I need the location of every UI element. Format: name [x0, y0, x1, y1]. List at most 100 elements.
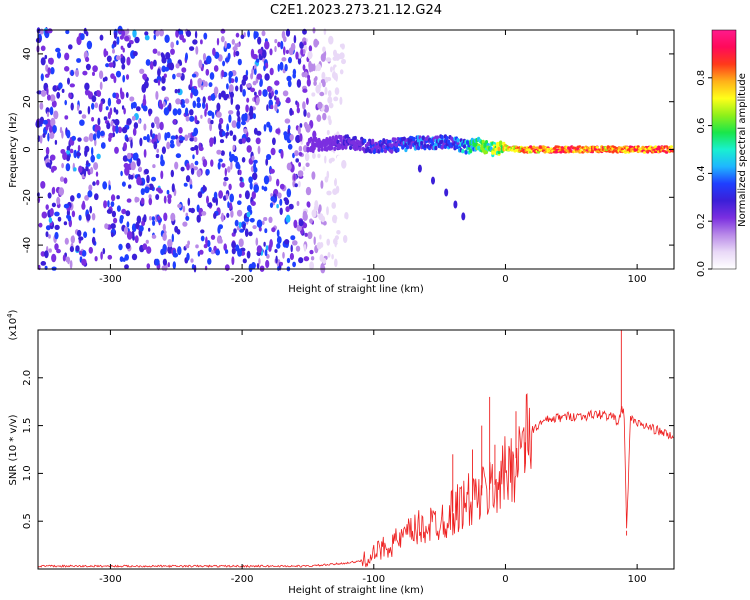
noise-mark	[144, 35, 150, 41]
noise-mark	[308, 45, 313, 52]
noise-mark	[225, 193, 229, 200]
noise-mark	[330, 66, 333, 73]
noise-mark	[64, 99, 67, 106]
noise-mark	[131, 115, 136, 121]
noise-mark	[123, 226, 129, 235]
noise-mark	[237, 58, 242, 66]
noise-mark	[268, 216, 273, 223]
noise-mark	[163, 195, 167, 204]
noise-mark	[246, 250, 251, 259]
noise-mark	[226, 212, 230, 218]
noise-mark	[172, 249, 176, 255]
noise-mark	[264, 249, 268, 257]
spectrogram-x-ticks: -300 -200 -100 0 100	[99, 30, 647, 285]
noise-mark	[59, 126, 63, 134]
noise-mark	[270, 147, 276, 156]
noise-mark	[68, 93, 72, 99]
noise-mark	[61, 162, 64, 169]
noise-mark	[191, 73, 197, 78]
noise-mark	[187, 197, 191, 206]
noise-mark	[237, 200, 242, 205]
noise-mark	[142, 243, 148, 251]
x-tick-label: 0	[502, 274, 508, 285]
noise-mark	[203, 244, 208, 249]
noise-mark	[145, 239, 149, 244]
noise-mark	[305, 186, 312, 196]
noise-mark	[321, 71, 326, 81]
noise-mark	[79, 119, 85, 126]
noise-mark	[144, 31, 149, 36]
noise-mark	[275, 255, 278, 264]
noise-mark	[179, 136, 185, 141]
noise-mark	[259, 78, 263, 87]
noise-mark	[309, 218, 313, 224]
noise-mark	[134, 235, 139, 244]
noise-mark	[277, 192, 282, 199]
noise-mark	[152, 48, 158, 54]
noise-mark	[63, 203, 70, 209]
noise-mark	[283, 46, 286, 56]
noise-mark	[304, 232, 308, 237]
noise-mark	[67, 77, 70, 85]
noise-mark	[257, 145, 261, 155]
noise-mark	[255, 137, 261, 145]
noise-mark	[128, 184, 132, 189]
noise-mark	[40, 57, 46, 66]
noise-mark	[83, 136, 89, 143]
carrier-mark	[317, 147, 321, 152]
noise-mark	[185, 175, 191, 183]
noise-mark	[202, 186, 207, 192]
noise-mark	[279, 207, 283, 215]
carrier-mark	[405, 145, 410, 150]
noise-mark	[256, 219, 263, 228]
noise-mark	[261, 30, 266, 37]
carrier-mark	[320, 147, 324, 152]
noise-mark	[300, 48, 304, 56]
noise-mark	[92, 239, 96, 246]
noise-mark	[312, 130, 317, 139]
noise-mark	[208, 246, 212, 253]
noise-mark	[341, 58, 346, 65]
noise-mark	[115, 70, 122, 78]
noise-mark	[227, 166, 231, 173]
noise-mark	[47, 94, 51, 101]
noise-mark	[234, 76, 238, 83]
noise-mark	[176, 229, 181, 235]
carrier-mark	[420, 140, 424, 146]
noise-mark	[86, 213, 91, 221]
noise-mark	[124, 35, 130, 42]
noise-mark	[118, 243, 123, 251]
noise-mark	[35, 37, 42, 43]
x-tick-label: 100	[628, 574, 647, 585]
noise-mark	[96, 179, 100, 186]
noise-mark	[279, 61, 284, 71]
noise-mark	[182, 221, 188, 227]
noise-mark	[209, 72, 215, 80]
noise-mark	[318, 204, 322, 213]
noise-mark	[275, 97, 280, 106]
noise-mark	[66, 155, 71, 162]
noise-mark	[266, 154, 272, 160]
noise-mark	[102, 181, 108, 190]
noise-mark	[232, 144, 236, 151]
noise-mark	[77, 229, 82, 237]
noise-mark	[298, 152, 303, 156]
noise-mark	[237, 248, 243, 257]
noise-mark	[298, 162, 301, 167]
noise-mark	[138, 166, 143, 172]
noise-mark	[63, 177, 68, 184]
noise-mark	[174, 89, 178, 94]
noise-mark	[333, 96, 339, 102]
carrier-mark	[416, 145, 421, 151]
noise-mark	[48, 248, 52, 253]
noise-mark	[314, 40, 320, 46]
noise-mark	[216, 37, 220, 46]
noise-mark	[286, 257, 291, 264]
noise-mark	[121, 208, 127, 215]
noise-mark	[282, 90, 289, 97]
noise-mark	[276, 229, 280, 238]
noise-mark	[206, 55, 212, 65]
noise-mark	[164, 67, 170, 72]
noise-mark	[148, 183, 154, 191]
noise-mark	[151, 176, 156, 182]
